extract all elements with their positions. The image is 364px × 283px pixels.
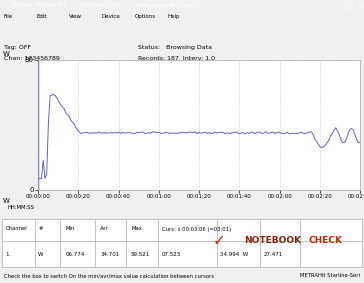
Text: 00:01:20: 00:01:20 [187,194,211,199]
Text: 07.523: 07.523 [162,252,181,256]
Text: 00:00:40: 00:00:40 [106,194,131,199]
Text: ×: × [357,3,363,9]
Text: 1: 1 [5,252,9,256]
Text: ✓: ✓ [213,233,226,248]
Text: Help: Help [167,14,180,19]
Text: GOSSEN METRAWATT    METRAwin 10    Unregistered copy: GOSSEN METRAWATT METRAwin 10 Unregistere… [11,3,193,8]
Text: 59.521: 59.521 [131,252,150,256]
Text: 00:01:40: 00:01:40 [227,194,252,199]
Text: 00:02:00: 00:02:00 [267,194,292,199]
Text: Tag: OFF: Tag: OFF [4,45,31,50]
Text: □: □ [346,3,353,9]
Text: Check the box to switch On the min/avr/max value calculation between cursors: Check the box to switch On the min/avr/m… [4,273,214,278]
Text: Avr: Avr [100,226,109,231]
Text: 00:00:00: 00:00:00 [25,194,50,199]
Text: Options: Options [135,14,156,19]
Text: Edit: Edit [36,14,47,19]
Text: 34.994  W: 34.994 W [220,252,249,256]
Text: Curs: x 00:03:06 (=03:01): Curs: x 00:03:06 (=03:01) [162,226,231,231]
Text: W: W [3,52,9,57]
Text: Device: Device [102,14,121,19]
Text: File: File [4,14,13,19]
Text: CHECK: CHECK [308,236,342,245]
Text: Chan: 123456789: Chan: 123456789 [4,56,60,61]
Text: #: # [38,226,43,231]
Text: 06.774: 06.774 [66,252,85,256]
Text: Records: 187  Interv: 1.0: Records: 187 Interv: 1.0 [138,56,215,61]
Text: 00:02:20: 00:02:20 [307,194,332,199]
Text: —: — [335,3,342,9]
Text: W: W [3,198,9,204]
Text: NOTEBOOK: NOTEBOOK [244,236,301,245]
Text: METRAHit Starline-Seri: METRAHit Starline-Seri [300,273,360,278]
Text: 34.701: 34.701 [100,252,119,256]
Text: Max: Max [131,226,142,231]
Text: W: W [38,252,44,256]
Text: Status:   Browsing Data: Status: Browsing Data [138,45,212,50]
Text: 00:01:00: 00:01:00 [146,194,171,199]
FancyBboxPatch shape [2,219,362,267]
Text: HH:MM:SS: HH:MM:SS [8,205,35,210]
Text: Channel: Channel [5,226,27,231]
Text: 00:00:20: 00:00:20 [66,194,91,199]
Text: View: View [69,14,82,19]
Text: 27.471: 27.471 [264,252,283,256]
Text: 00:02:40: 00:02:40 [348,194,364,199]
Text: Min: Min [66,226,75,231]
